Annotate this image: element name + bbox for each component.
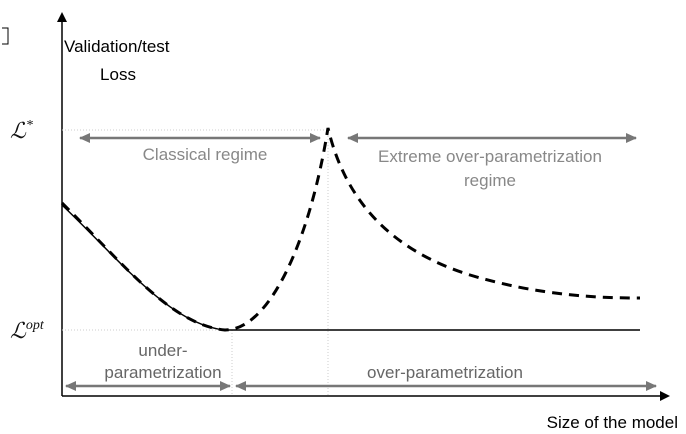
region-label: under-parametrization <box>104 341 221 382</box>
text-line: parametrization <box>104 363 221 382</box>
bracket-fragment <box>2 27 9 45</box>
text-line: Classical regime <box>143 145 268 164</box>
lower-level-label: ℒopt <box>10 318 45 343</box>
text-line: over-parametrization <box>367 363 523 382</box>
text-line: Loss <box>100 65 136 84</box>
text-line: Extreme over-parametrization <box>378 147 602 166</box>
text-line: ℒ <box>10 318 27 343</box>
test-loss-curve <box>60 127 641 332</box>
text-line: opt <box>26 318 45 333</box>
text-line: under- <box>138 341 187 360</box>
text-line: Validation/test <box>64 37 170 56</box>
text-line: * <box>26 118 33 133</box>
region-label: Extreme over-parametrization regime <box>378 147 602 190</box>
upper-level-label: ℒ* <box>10 118 33 143</box>
x-axis-label: Size of the model <box>547 413 678 432</box>
region-label: over-parametrization <box>367 363 523 382</box>
text-line: ℒ <box>10 118 27 143</box>
text-line: regime <box>464 171 516 190</box>
region-label: Classical regime <box>143 145 268 164</box>
y-axis-label: Validation/test Loss <box>64 37 170 84</box>
optimal-curve <box>61 204 640 331</box>
